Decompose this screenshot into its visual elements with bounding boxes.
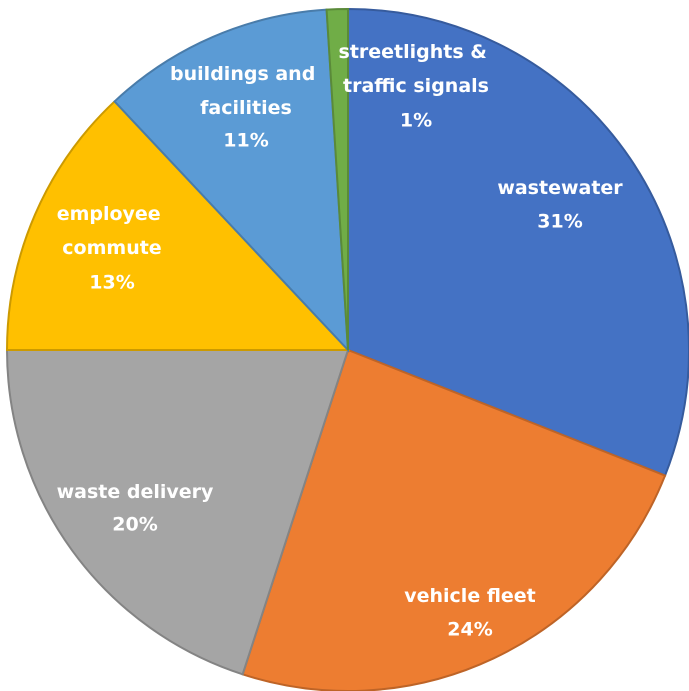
slice-label: vehicle fleet: [404, 585, 536, 607]
slice-value-label: 24%: [447, 619, 492, 641]
slice-value-label: 31%: [537, 211, 582, 233]
slice-label: wastewater: [497, 177, 623, 199]
pie-slice: [347, 7, 689, 477]
slice-value-label: 11%: [223, 130, 268, 152]
slice-label: buildings and facilities: [170, 63, 322, 119]
slice-value-label: 13%: [89, 272, 134, 294]
slice-label: streetlights & traffic signals: [339, 41, 494, 97]
pie-slice: [5, 349, 350, 676]
pie-slice: [325, 7, 349, 351]
slice-label: waste delivery: [57, 481, 214, 503]
slice-label: employee commute: [57, 203, 168, 259]
slice-value-label: 1%: [400, 110, 432, 132]
pie-slice: [241, 348, 667, 691]
pie-slice: [113, 8, 350, 353]
pie-slice: [5, 100, 351, 351]
slice-value-label: 20%: [112, 514, 157, 536]
